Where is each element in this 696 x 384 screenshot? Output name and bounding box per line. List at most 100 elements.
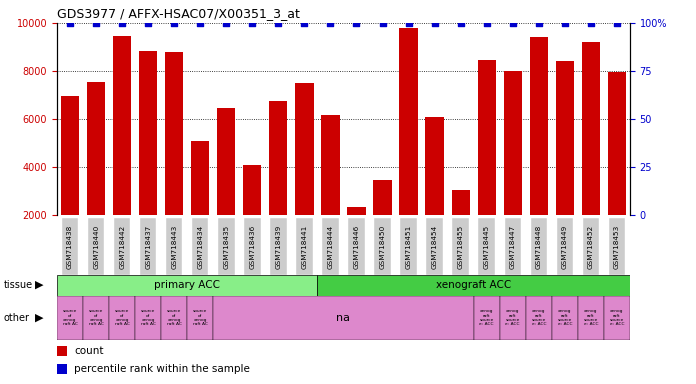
- Text: GSM718455: GSM718455: [458, 225, 464, 269]
- Point: [247, 20, 258, 26]
- FancyBboxPatch shape: [583, 218, 599, 275]
- Bar: [347, 207, 365, 263]
- Text: xenog
raft
source
e: ACC: xenog raft source e: ACC: [583, 309, 598, 326]
- Text: xenog
raft
source
e: ACC: xenog raft source e: ACC: [557, 309, 572, 326]
- Text: GSM718441: GSM718441: [301, 225, 308, 269]
- Bar: [400, 28, 418, 263]
- Bar: [135, 296, 161, 340]
- Text: GSM718446: GSM718446: [354, 225, 360, 269]
- FancyBboxPatch shape: [114, 218, 130, 275]
- Bar: [113, 36, 132, 263]
- Bar: [109, 296, 135, 340]
- Bar: [165, 52, 183, 263]
- Bar: [578, 296, 604, 340]
- Text: tissue: tissue: [3, 280, 33, 290]
- Text: source
of
xenog
raft AC: source of xenog raft AC: [115, 309, 129, 326]
- Text: primary ACC: primary ACC: [155, 280, 220, 290]
- Text: xenograft ACC: xenograft ACC: [436, 280, 512, 290]
- Text: GSM718451: GSM718451: [406, 225, 411, 269]
- Bar: [425, 117, 444, 263]
- Bar: [243, 165, 262, 263]
- Point: [90, 20, 102, 26]
- FancyBboxPatch shape: [140, 218, 157, 275]
- Text: GSM718437: GSM718437: [145, 225, 151, 269]
- FancyBboxPatch shape: [88, 218, 104, 275]
- Bar: [582, 42, 600, 263]
- Text: GSM718449: GSM718449: [562, 225, 568, 269]
- Text: source
of
xenog
raft AC: source of xenog raft AC: [141, 309, 156, 326]
- Point: [65, 20, 76, 26]
- Point: [429, 20, 440, 26]
- Text: GSM718439: GSM718439: [276, 225, 281, 269]
- Point: [455, 20, 466, 26]
- Bar: [500, 296, 525, 340]
- Text: ▶: ▶: [35, 313, 43, 323]
- Bar: [604, 296, 630, 340]
- FancyBboxPatch shape: [374, 218, 390, 275]
- Text: GSM718453: GSM718453: [614, 225, 620, 269]
- Text: GSM718447: GSM718447: [509, 225, 516, 269]
- FancyBboxPatch shape: [218, 218, 235, 275]
- Point: [559, 20, 570, 26]
- Text: GSM718442: GSM718442: [119, 225, 125, 269]
- Bar: [61, 96, 79, 263]
- Text: GSM718440: GSM718440: [93, 225, 99, 269]
- Text: xenog
raft
source
e: ACC: xenog raft source e: ACC: [610, 309, 624, 326]
- Point: [168, 20, 180, 26]
- Bar: [57, 346, 67, 356]
- Bar: [269, 101, 287, 263]
- Bar: [161, 296, 187, 340]
- Text: GSM718452: GSM718452: [588, 225, 594, 269]
- Bar: [213, 296, 474, 340]
- Bar: [525, 296, 552, 340]
- Text: xenog
raft
source
e: ACC: xenog raft source e: ACC: [505, 309, 520, 326]
- Text: GSM718434: GSM718434: [197, 225, 203, 269]
- Point: [195, 20, 206, 26]
- Text: na: na: [336, 313, 351, 323]
- Point: [299, 20, 310, 26]
- Bar: [295, 83, 313, 263]
- FancyBboxPatch shape: [530, 218, 547, 275]
- Text: GSM718454: GSM718454: [432, 225, 438, 269]
- FancyBboxPatch shape: [557, 218, 573, 275]
- Bar: [608, 72, 626, 263]
- Bar: [57, 296, 83, 340]
- Bar: [452, 190, 470, 263]
- Bar: [217, 108, 235, 263]
- Text: source
of
xenog
raft AC: source of xenog raft AC: [63, 309, 77, 326]
- FancyBboxPatch shape: [348, 218, 365, 275]
- Bar: [322, 116, 340, 263]
- Text: GSM718443: GSM718443: [171, 225, 177, 269]
- Text: source
of
xenog
raft AC: source of xenog raft AC: [193, 309, 207, 326]
- FancyBboxPatch shape: [609, 218, 625, 275]
- Text: source
of
xenog
raft AC: source of xenog raft AC: [167, 309, 182, 326]
- Point: [325, 20, 336, 26]
- Text: ▶: ▶: [35, 280, 43, 290]
- Point: [377, 20, 388, 26]
- Point: [403, 20, 414, 26]
- Point: [221, 20, 232, 26]
- Point: [143, 20, 154, 26]
- Bar: [477, 60, 496, 263]
- Text: count: count: [74, 346, 104, 356]
- Point: [481, 20, 492, 26]
- Bar: [83, 296, 109, 340]
- Text: GSM718448: GSM718448: [536, 225, 541, 269]
- Point: [117, 20, 128, 26]
- Text: GSM718436: GSM718436: [249, 225, 255, 269]
- FancyBboxPatch shape: [166, 218, 182, 275]
- FancyBboxPatch shape: [478, 218, 495, 275]
- Text: xenog
raft
source
e: ACC: xenog raft source e: ACC: [532, 309, 546, 326]
- FancyBboxPatch shape: [192, 218, 209, 275]
- FancyBboxPatch shape: [452, 218, 469, 275]
- Bar: [504, 71, 522, 263]
- Bar: [87, 82, 105, 263]
- FancyBboxPatch shape: [427, 218, 443, 275]
- FancyBboxPatch shape: [270, 218, 287, 275]
- Text: GSM718450: GSM718450: [379, 225, 386, 269]
- Bar: [552, 296, 578, 340]
- Point: [273, 20, 284, 26]
- Text: GSM718435: GSM718435: [223, 225, 229, 269]
- Text: GSM718445: GSM718445: [484, 225, 490, 269]
- Point: [585, 20, 596, 26]
